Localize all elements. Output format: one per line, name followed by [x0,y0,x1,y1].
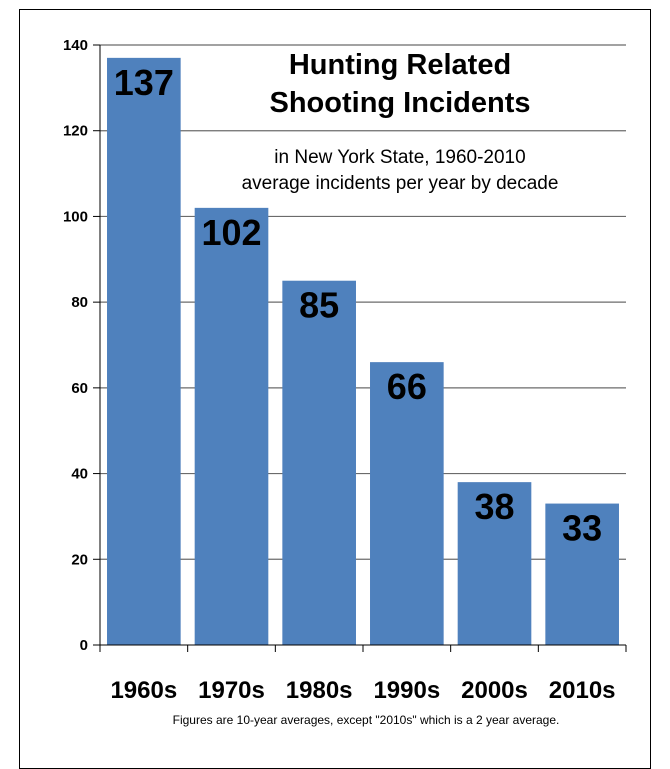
chart-subtitle-line-1: in New York State, 1960-2010 [274,147,525,168]
bar-2010s [545,503,619,645]
bar-1970s [194,207,269,645]
data-label-2000s: 38 [474,486,514,527]
chart-title-line-2: Shooting Incidents [270,87,531,119]
x-tick-label-2010s: 2010s [549,677,616,704]
data-label-1980s: 85 [299,285,339,326]
y-tick-label: 140 [63,37,88,54]
x-tick-label-1980s: 1980s [286,677,353,704]
y-tick-label: 20 [71,551,88,568]
bar-1980s [282,280,356,645]
x-axis: 1960s 1970s 1980s 1990s 2000s 2010s [99,644,627,704]
y-tick-label: 40 [71,466,88,483]
footnote: Figures are 10-year averages, except "20… [173,713,560,727]
x-tick-label-1960s: 1960s [110,677,177,704]
chart-subtitle-line-2: average incidents per year by decade [242,173,559,194]
gridlines [100,44,626,560]
data-labels: 137 102 85 66 38 33 [114,62,602,549]
y-tick-label: 0 [80,637,88,654]
y-tick-label: 80 [71,294,88,311]
bar-1960s [107,57,181,646]
x-tick-label-1970s: 1970s [198,677,265,704]
x-tick-label-2000s: 2000s [461,677,528,704]
y-tick-label: 120 [63,123,88,140]
y-tick-label: 60 [71,380,88,397]
data-label-1960s: 137 [114,62,174,103]
data-label-1990s: 66 [387,366,427,407]
bar-2000s [457,482,532,645]
y-axis: 0 20 40 60 80 100 120 140 [63,37,101,654]
bar-1990s [370,362,444,645]
data-label-1970s: 102 [201,212,261,253]
y-tick-label: 100 [63,208,88,225]
bars [107,57,619,646]
data-label-2010s: 33 [562,508,602,549]
x-tick-label-1990s: 1990s [373,677,440,704]
chart-title-line-1: Hunting Related [289,49,511,81]
